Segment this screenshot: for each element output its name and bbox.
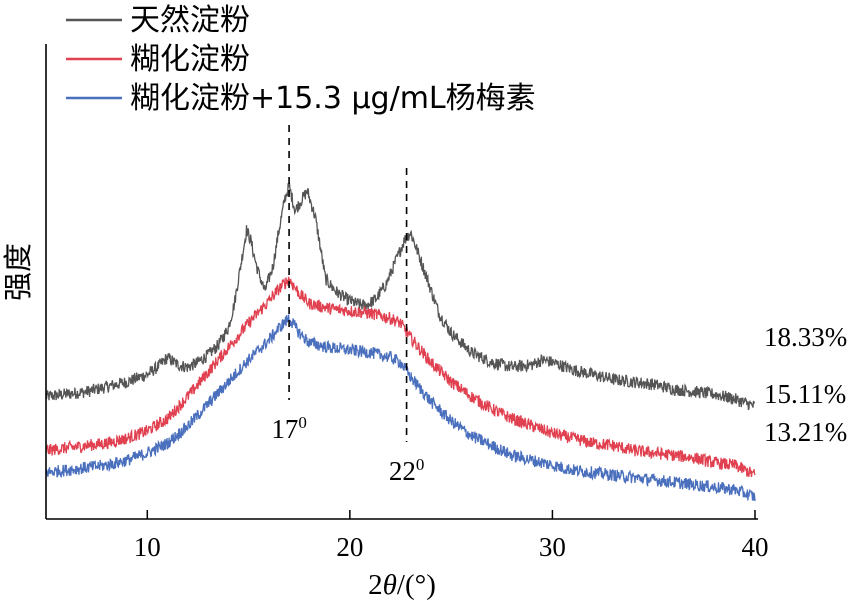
axes <box>45 44 758 520</box>
x-tick-label-30: 30 <box>539 532 566 562</box>
x-ticks: 10 20 30 40 <box>134 510 769 562</box>
series-lines <box>45 182 756 502</box>
y-axis-label: 强度 <box>1 243 35 301</box>
peak-markers: 170 220 <box>271 125 424 486</box>
series-line-3 <box>45 314 756 502</box>
x-tick-label-10: 10 <box>134 532 161 562</box>
x-tick-label-40: 40 <box>742 532 769 562</box>
legend-label-2: 糊化淀粉 <box>130 42 250 77</box>
x-axis-label: 2θ/(°) <box>368 569 436 601</box>
x-tick-label-20: 20 <box>336 532 363 562</box>
legend-label-3: 糊化淀粉+15.3 μg/mL杨梅素 <box>130 81 536 116</box>
crystallinity-label-1: 18.33% <box>764 322 847 352</box>
peak-label-22: 220 <box>389 455 425 486</box>
crystallinity-labels: 18.33% 15.11% 13.21% <box>764 322 847 447</box>
crystallinity-label-2: 15.11% <box>764 379 846 409</box>
legend-label-1: 天然淀粉 <box>130 3 250 38</box>
peak-label-17: 170 <box>271 413 307 444</box>
series-line-1 <box>45 182 756 411</box>
crystallinity-label-3: 13.21% <box>764 417 847 447</box>
series-line-2 <box>45 276 756 477</box>
